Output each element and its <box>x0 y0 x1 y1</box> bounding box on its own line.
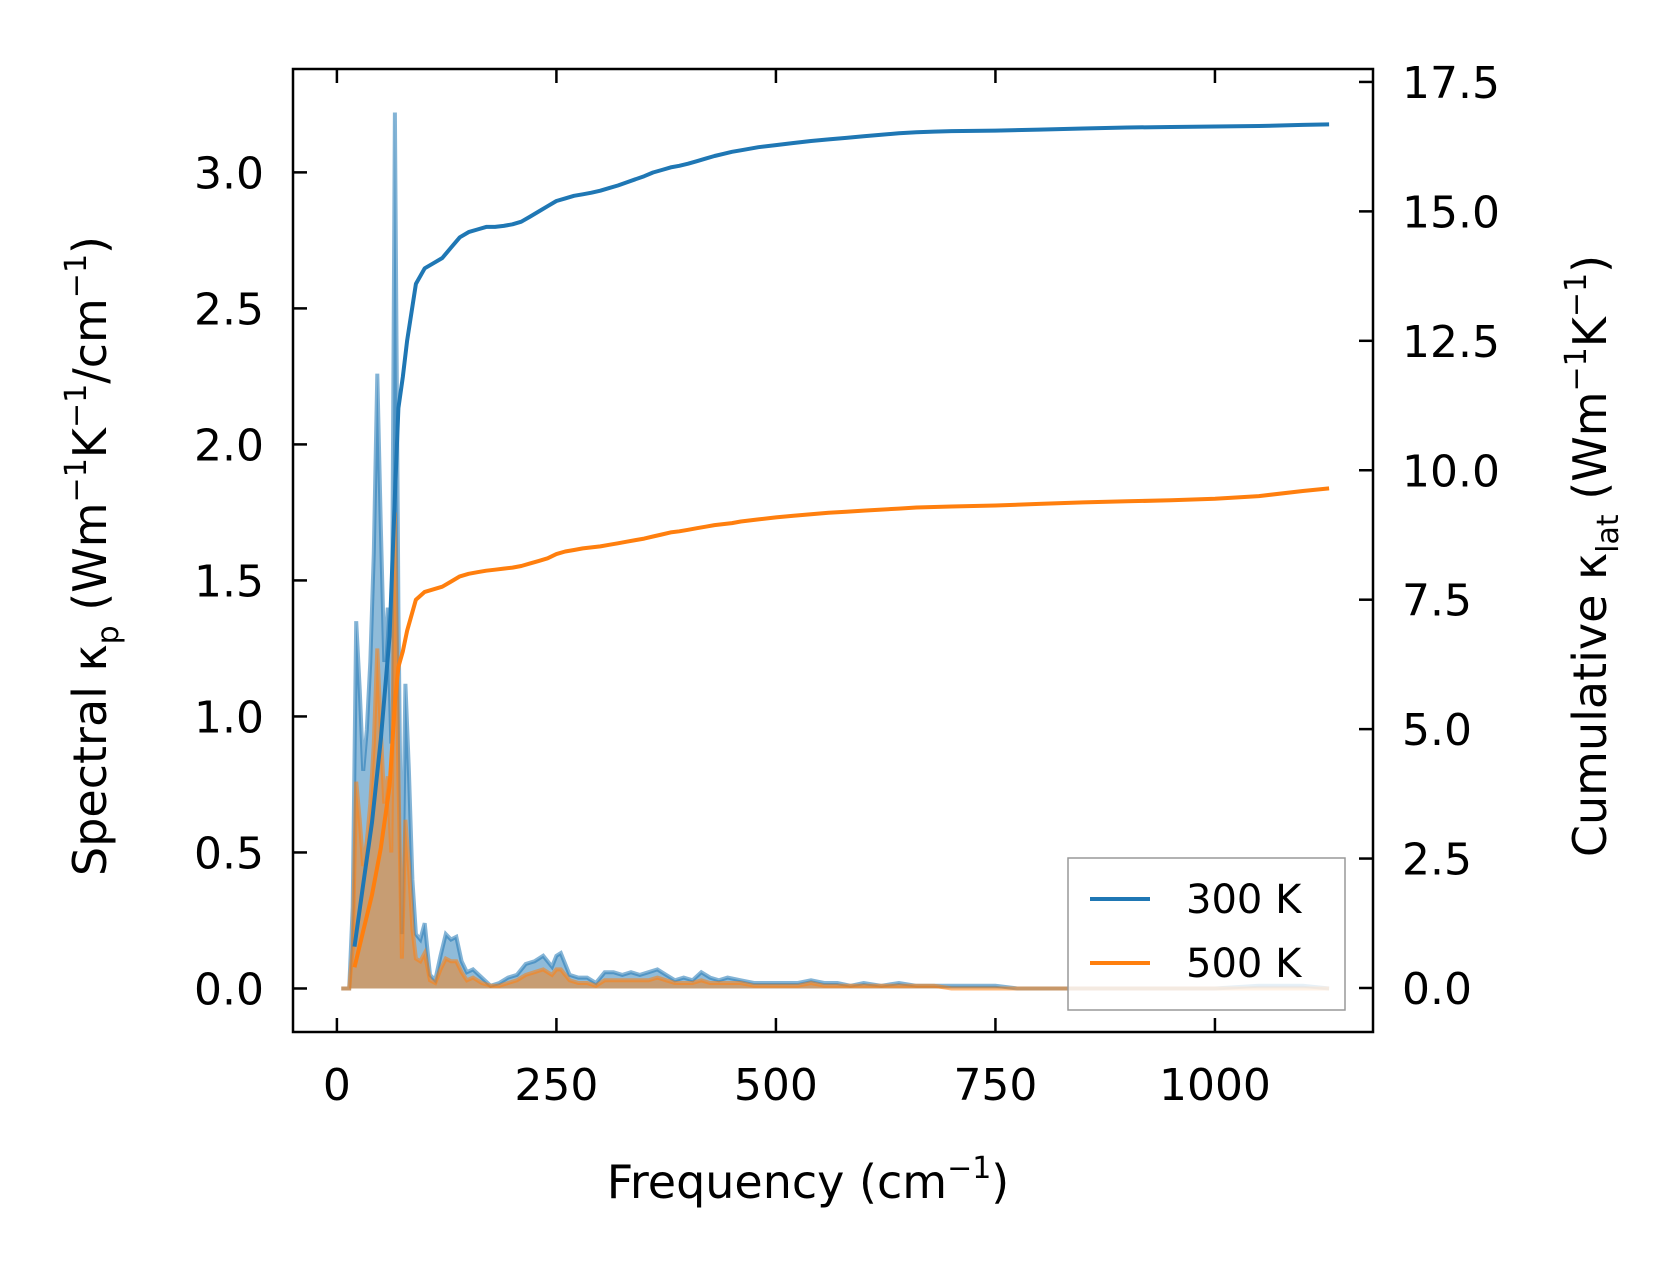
legend-label-500k: 500 K <box>1186 941 1303 987</box>
y-right-axis-title: Cumulative κlat (Wm−1K−1) <box>1559 255 1626 857</box>
y-left-tick-label: 2.0 <box>194 420 264 471</box>
y-right-tick-label: 12.5 <box>1402 317 1500 368</box>
y-right-tick-label: 7.5 <box>1402 576 1472 627</box>
y-right-tick-label: 17.5 <box>1402 58 1500 109</box>
y-right-tick-label: 2.5 <box>1402 835 1472 886</box>
y-right-tick-label: 10.0 <box>1402 446 1500 497</box>
x-tick-label: 750 <box>953 1060 1037 1111</box>
x-tick-label: 250 <box>514 1060 598 1111</box>
legend-label-300k: 300 K <box>1186 877 1303 923</box>
spectral-line-500k <box>341 512 1330 991</box>
legend-frame <box>1067 857 1346 1011</box>
axes: 0 250 500 750 1000 0.0 0.5 1.0 1.5 2.0 2.5 3.0 0.0 2.… <box>194 58 1500 1111</box>
x-tick-label: 1000 <box>1159 1060 1271 1111</box>
y-right-tick-label: 15.0 <box>1402 187 1500 238</box>
y-left-tick-label: 1.0 <box>194 692 264 743</box>
y-left-tick-label: 2.5 <box>194 284 264 335</box>
spectral-area-300k <box>341 112 1330 989</box>
x-axis-title: Frequency (cm−1) <box>607 1151 1010 1209</box>
x-tick-label: 0 <box>323 1060 351 1111</box>
y-left-tick-label: 3.0 <box>194 148 264 199</box>
y-left-axis-title: Spectral κp (Wm−1K−1/cm−1) <box>59 236 126 876</box>
legend: 300 K 500 K <box>1067 857 1346 1011</box>
y-left-tick-label: 0.5 <box>194 828 264 879</box>
plot-area <box>341 112 1330 991</box>
y-left-tick-label: 0.0 <box>194 964 264 1015</box>
spectral-line-300k <box>341 112 1330 991</box>
cumulative-line-500k <box>352 486 1330 968</box>
cumulative-line-300k <box>352 122 1330 947</box>
plot-frame <box>291 67 1375 1034</box>
x-tick-label: 500 <box>734 1060 818 1111</box>
y-right-tick-label: 0.0 <box>1402 964 1472 1015</box>
y-left-tick-label: 1.5 <box>194 556 264 607</box>
y-right-tick-label: 5.0 <box>1402 705 1472 756</box>
